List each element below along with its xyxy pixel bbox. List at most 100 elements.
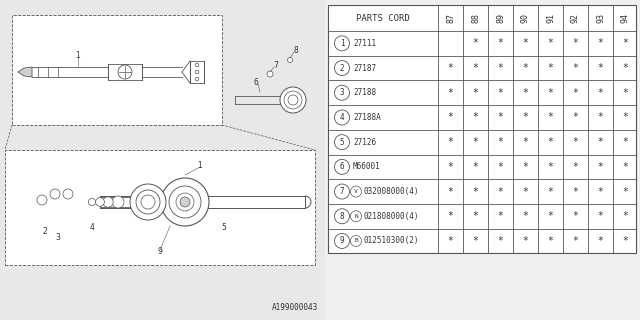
Bar [5,150,315,265]
Circle shape [63,189,73,199]
Text: 021808000(4): 021808000(4) [363,212,419,221]
Text: 032008000(4): 032008000(4) [363,187,419,196]
Text: *: * [623,187,628,196]
Circle shape [195,63,199,67]
Text: *: * [447,187,453,196]
Polygon shape [18,67,32,77]
Circle shape [161,178,209,226]
Text: 2: 2 [43,228,47,236]
Text: 6: 6 [253,77,259,86]
Text: *: * [497,137,504,147]
Text: 4: 4 [90,223,95,233]
Text: *: * [523,88,529,98]
Text: 8: 8 [340,212,344,221]
Circle shape [335,184,349,199]
Circle shape [284,91,302,109]
Text: V: V [354,189,358,194]
Text: *: * [623,162,628,172]
Circle shape [88,198,95,206]
Text: B: B [354,238,358,244]
Text: 9: 9 [340,236,344,245]
Text: *: * [548,38,554,48]
Circle shape [288,95,298,105]
Text: *: * [447,236,453,246]
Circle shape [50,189,60,199]
Text: *: * [573,137,579,147]
Text: *: * [523,236,529,246]
Text: *: * [497,187,504,196]
Circle shape [335,85,349,100]
Circle shape [112,196,124,208]
Text: 92: 92 [571,13,580,23]
Text: 93: 93 [596,13,605,23]
Circle shape [351,186,362,197]
Text: 3: 3 [56,234,60,243]
Text: *: * [497,162,504,172]
Text: *: * [472,187,479,196]
Text: *: * [472,112,479,123]
Text: *: * [447,211,453,221]
Text: 6: 6 [340,162,344,171]
Text: *: * [623,137,628,147]
Circle shape [351,236,362,246]
Circle shape [180,197,190,207]
Text: N: N [354,214,358,219]
Text: *: * [472,137,479,147]
Circle shape [287,58,292,62]
Text: *: * [548,88,554,98]
Text: *: * [598,63,604,73]
Text: *: * [523,187,529,196]
Text: *: * [573,38,579,48]
Text: *: * [598,162,604,172]
Circle shape [136,190,160,214]
Text: 9: 9 [157,247,163,257]
Circle shape [195,77,199,81]
Text: *: * [623,38,628,48]
Text: *: * [497,63,504,73]
Circle shape [267,71,273,77]
Text: 5: 5 [221,223,227,233]
Circle shape [176,193,194,211]
Circle shape [335,110,349,125]
Text: 012510300(2): 012510300(2) [363,236,419,245]
Circle shape [335,159,349,174]
Text: *: * [548,236,554,246]
Text: 88: 88 [471,13,480,23]
Circle shape [335,234,349,248]
Bar [12,15,222,125]
Text: *: * [447,88,453,98]
Text: 90: 90 [521,13,530,23]
Text: 89: 89 [496,13,505,23]
Circle shape [118,65,132,79]
Text: *: * [573,88,579,98]
Text: *: * [548,63,554,73]
Text: 1: 1 [340,39,344,48]
Text: *: * [623,88,628,98]
Text: 3: 3 [340,88,344,97]
Text: 27187: 27187 [353,64,376,73]
Text: *: * [497,88,504,98]
Circle shape [103,197,113,207]
Text: 87: 87 [446,13,455,23]
Text: *: * [472,63,479,73]
Text: *: * [523,63,529,73]
Text: *: * [598,137,604,147]
Text: 91: 91 [546,13,555,23]
Text: M66001: M66001 [353,162,381,171]
Text: 2: 2 [340,64,344,73]
Text: 94: 94 [621,13,630,23]
Text: *: * [523,137,529,147]
Text: 1: 1 [76,51,81,60]
Text: *: * [548,112,554,123]
Text: A199000043: A199000043 [272,303,318,312]
Text: PARTS CORD: PARTS CORD [356,13,410,22]
Circle shape [280,87,306,113]
Text: 7: 7 [340,187,344,196]
Text: *: * [598,112,604,123]
Text: *: * [548,187,554,196]
Text: *: * [497,236,504,246]
Text: 27188A: 27188A [353,113,381,122]
Circle shape [95,197,104,206]
Circle shape [351,211,362,222]
Text: 27126: 27126 [353,138,376,147]
